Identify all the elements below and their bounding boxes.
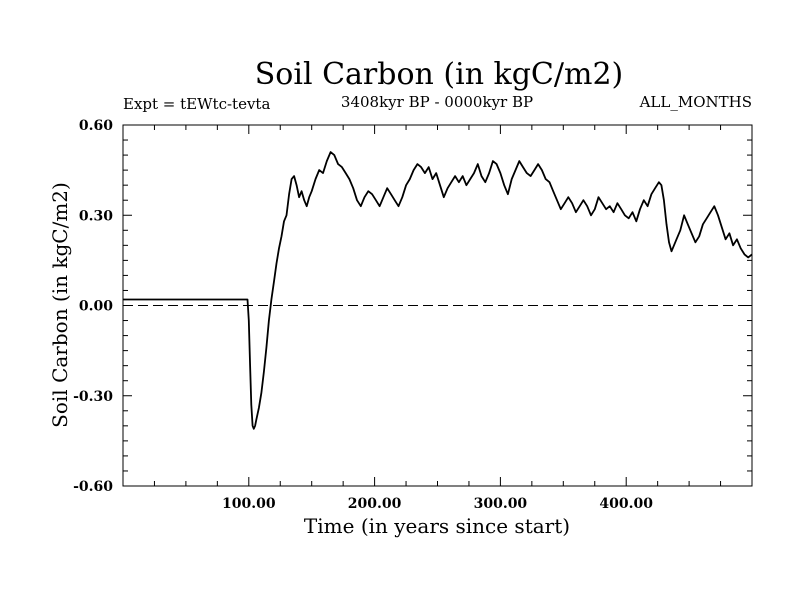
x-tick-label: 200.00 [348,496,402,512]
y-tick-label: -0.30 [73,389,113,405]
chart-title: Soil Carbon (in kgC/m2) [255,57,623,92]
y-axis-label: Soil Carbon (in kgC/m2) [48,182,72,428]
y-axis-ticks: 0.60 0.30 0.00 -0.30 -0.60 [73,118,752,495]
soil-carbon-series-line [123,151,753,430]
y-tick-label: 0.60 [79,118,113,134]
x-axis-label: Time (in years since start) [304,514,570,538]
x-tick-label: 300.00 [474,496,528,512]
x-tick-label: 100.00 [222,496,276,512]
x-axis-ticks: 100.00 200.00 300.00 400.00 [153,125,722,512]
x-tick-label: 400.00 [599,496,653,512]
y-tick-label: 0.00 [79,299,113,315]
chart-subtitle-left: Expt = tEWtc-tevta [123,95,270,113]
chart-subtitle-center: 3408kyr BP - 0000kyr BP [341,93,533,111]
y-tick-label: -0.60 [73,479,113,495]
y-tick-label: 0.30 [79,208,113,224]
chart-subtitle-right: ALL_MONTHS [639,93,752,111]
